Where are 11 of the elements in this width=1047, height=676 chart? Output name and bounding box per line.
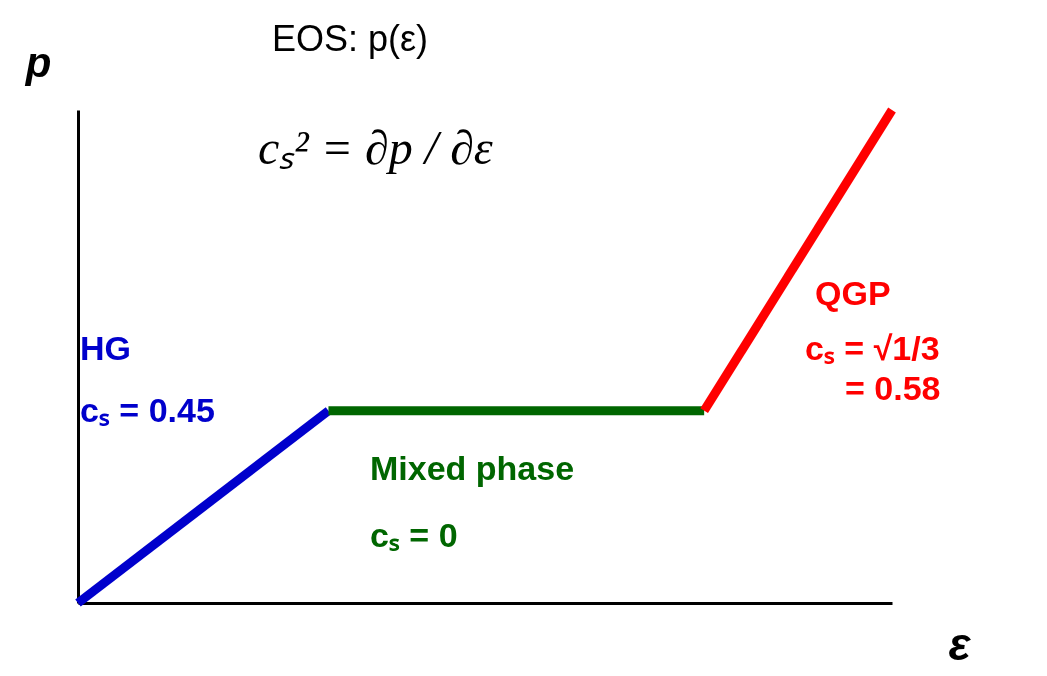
chart-title: EOS: p(ε) bbox=[272, 18, 429, 59]
y-axis-title: p bbox=[24, 38, 52, 86]
chart-subtitle: cₛ² = ∂p / ∂ε bbox=[258, 121, 493, 174]
annotation: cₛ = 0.45 bbox=[80, 391, 215, 429]
annotation: = 0.58 bbox=[845, 369, 941, 407]
x-axis-title: ε bbox=[948, 617, 972, 670]
annotation: cₛ = √1/3 bbox=[805, 329, 940, 367]
text: HG bbox=[80, 329, 131, 367]
annotation: cₛ = 0 bbox=[370, 516, 458, 554]
series-label: QGP bbox=[815, 274, 891, 312]
series-label: Mixed phase bbox=[370, 449, 575, 487]
